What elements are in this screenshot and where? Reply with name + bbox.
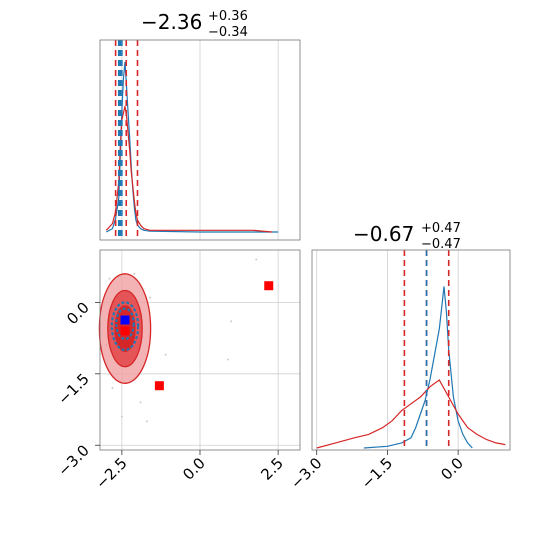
histogram-series-1 <box>105 106 272 233</box>
scatter-point-0 <box>108 277 111 280</box>
scatter-panel: −2.5 0.0 2.5 0.0 −1.5 −3.0 <box>54 249 301 493</box>
title-param1-median: −2.36 <box>141 10 202 34</box>
xtick-label-0: −2.5 <box>92 454 130 492</box>
histogram-series-0 <box>106 61 279 233</box>
xtick-label-1: −1.5 <box>358 454 396 492</box>
xtick-label-0: −3.0 <box>287 454 325 492</box>
scatter-point-3 <box>111 387 114 390</box>
title-param1-lower: −0.34 <box>208 25 248 40</box>
scatter-point-8 <box>227 358 230 361</box>
title-param2: −0.67 +0.47 −0.47 <box>353 221 461 252</box>
xtick-label-2: 2.5 <box>257 454 287 484</box>
square-marker-2 <box>120 326 130 336</box>
scatter-point-9 <box>164 353 167 356</box>
scatter-point-4 <box>139 401 142 404</box>
scatter-point-7 <box>255 258 258 261</box>
scatter-point-6 <box>230 320 233 323</box>
histogram-panel-param1 <box>99 39 301 241</box>
histogram-series-0 <box>363 286 473 449</box>
xtick-label-1: 0.0 <box>179 454 209 484</box>
square-marker-3 <box>120 315 130 325</box>
blue-contour-0 <box>110 301 140 352</box>
square-marker-0 <box>264 281 274 291</box>
title-param2-lower: −0.47 <box>421 237 461 252</box>
scatter-point-5 <box>120 415 123 418</box>
axis-frame <box>99 39 301 241</box>
ytick-label-1: −1.5 <box>54 370 92 408</box>
title-param1: −2.36 +0.36 −0.34 <box>141 9 248 40</box>
blue-contour-1 <box>115 307 135 341</box>
ytick-label-0: 0.0 <box>63 298 93 328</box>
scatter-point-11 <box>145 420 148 423</box>
histogram-series-1 <box>316 379 506 449</box>
title-param1-upper: +0.36 <box>208 9 248 24</box>
title-param2-upper: +0.47 <box>421 221 461 236</box>
title-param2-median: −0.67 <box>353 222 414 246</box>
histogram-panel-param2: −3.0 −1.5 0.0 <box>287 249 511 493</box>
square-marker-1 <box>154 381 164 391</box>
scatter-point-1 <box>133 272 136 275</box>
scatter-point-2 <box>149 296 151 299</box>
ytick-label-2: −3.0 <box>54 441 92 479</box>
xtick-label-2: 0.0 <box>437 454 467 484</box>
axis-frame <box>311 249 511 451</box>
